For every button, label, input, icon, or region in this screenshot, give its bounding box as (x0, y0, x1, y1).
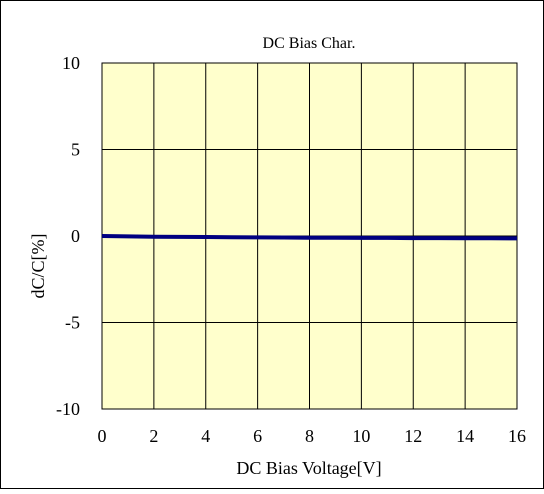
chart-title: DC Bias Char. (263, 35, 356, 52)
x-tick-label-0: 0 (98, 426, 107, 446)
y-tick-labels: 10 5 0 -5 -10 (56, 53, 80, 419)
x-tick-label-5: 10 (352, 426, 370, 446)
y-tick-label-3: -5 (65, 313, 80, 333)
x-axis-label: DC Bias Voltage[V] (236, 458, 381, 478)
series-line-0 (101, 234, 518, 241)
x-tick-label-2: 4 (201, 426, 210, 446)
x-tick-label-7: 14 (456, 426, 474, 446)
series-layer (101, 234, 518, 241)
y-tick-label-4: -10 (56, 399, 80, 419)
y-tick-label-2: 0 (71, 226, 80, 246)
y-tick-label-1: 5 (71, 140, 80, 160)
y-tick-label-0: 10 (62, 53, 80, 73)
x-tick-label-4: 8 (305, 426, 314, 446)
y-axis-label: dC/C[%] (28, 234, 48, 299)
x-tick-label-6: 12 (404, 426, 422, 446)
x-tick-labels: 0 2 4 6 8 10 12 14 16 (98, 426, 527, 446)
x-tick-label-1: 2 (149, 426, 158, 446)
x-tick-label-3: 6 (253, 426, 262, 446)
x-tick-label-8: 16 (508, 426, 526, 446)
